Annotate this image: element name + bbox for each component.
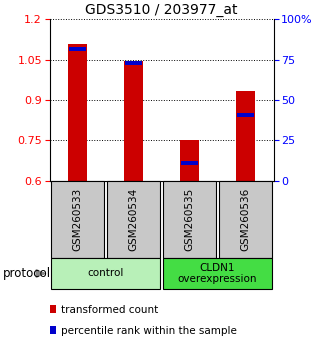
Bar <box>69 47 86 51</box>
Text: transformed count: transformed count <box>61 305 158 315</box>
Text: GSM260536: GSM260536 <box>241 188 251 251</box>
Bar <box>180 140 199 181</box>
Text: CLDN1
overexpression: CLDN1 overexpression <box>178 263 257 284</box>
Bar <box>237 113 254 116</box>
Text: control: control <box>87 268 124 279</box>
Bar <box>163 258 273 289</box>
Text: GSM260535: GSM260535 <box>185 188 195 251</box>
Bar <box>219 181 273 258</box>
Bar <box>50 326 56 334</box>
Bar <box>50 305 56 313</box>
Bar <box>107 181 161 258</box>
Bar <box>125 61 142 65</box>
Title: GDS3510 / 203977_at: GDS3510 / 203977_at <box>85 3 238 17</box>
Bar <box>181 161 198 165</box>
Text: percentile rank within the sample: percentile rank within the sample <box>61 326 237 336</box>
Text: protocol: protocol <box>3 267 51 280</box>
Bar <box>51 258 161 289</box>
Bar <box>51 181 105 258</box>
Bar <box>236 91 255 181</box>
Text: GSM260533: GSM260533 <box>73 188 83 251</box>
Text: GSM260534: GSM260534 <box>129 188 139 251</box>
Bar <box>68 44 87 181</box>
Bar <box>124 61 143 181</box>
Bar <box>163 181 217 258</box>
